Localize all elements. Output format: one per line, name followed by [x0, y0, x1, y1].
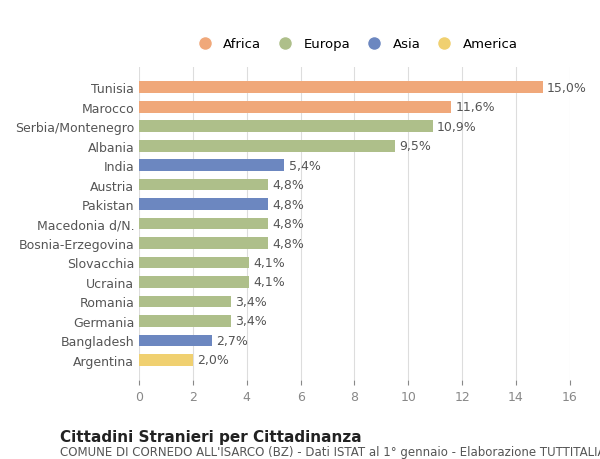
Text: 4,1%: 4,1% [254, 257, 285, 269]
Bar [139, 199, 268, 211]
Bar [139, 335, 212, 347]
Bar [139, 102, 451, 113]
Bar [139, 82, 543, 94]
Bar [139, 354, 193, 366]
Text: Cittadini Stranieri per Cittadinanza: Cittadini Stranieri per Cittadinanza [60, 429, 362, 444]
Text: 9,5%: 9,5% [399, 140, 431, 153]
Text: 4,1%: 4,1% [254, 276, 285, 289]
Bar [139, 121, 433, 133]
Text: 10,9%: 10,9% [437, 120, 476, 134]
Legend: Africa, Europa, Asia, America: Africa, Europa, Asia, America [187, 34, 521, 55]
Bar [139, 160, 284, 172]
Text: 3,4%: 3,4% [235, 315, 266, 328]
Text: COMUNE DI CORNEDO ALL'ISARCO (BZ) - Dati ISTAT al 1° gennaio - Elaborazione TUTT: COMUNE DI CORNEDO ALL'ISARCO (BZ) - Dati… [60, 445, 600, 458]
Text: 4,8%: 4,8% [272, 218, 304, 230]
Bar [139, 218, 268, 230]
Bar [139, 315, 230, 327]
Text: 4,8%: 4,8% [272, 237, 304, 250]
Text: 3,4%: 3,4% [235, 295, 266, 308]
Text: 4,8%: 4,8% [272, 198, 304, 211]
Text: 5,4%: 5,4% [289, 159, 320, 172]
Bar [139, 238, 268, 249]
Text: 4,8%: 4,8% [272, 179, 304, 192]
Bar [139, 140, 395, 152]
Text: 2,0%: 2,0% [197, 353, 229, 367]
Text: 11,6%: 11,6% [455, 101, 495, 114]
Bar [139, 179, 268, 191]
Bar [139, 257, 250, 269]
Bar [139, 276, 250, 288]
Bar [139, 296, 230, 308]
Text: 15,0%: 15,0% [547, 82, 587, 95]
Text: 2,7%: 2,7% [216, 334, 248, 347]
